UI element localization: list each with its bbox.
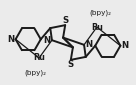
Text: N: N <box>122 41 129 50</box>
Text: S: S <box>68 61 74 69</box>
Text: N: N <box>7 35 14 44</box>
Text: N: N <box>43 36 50 45</box>
Text: S: S <box>62 16 68 24</box>
Text: (bpy)₂: (bpy)₂ <box>90 9 112 16</box>
Text: Ru: Ru <box>33 53 45 62</box>
Text: Ru: Ru <box>91 23 103 32</box>
Text: (bpy)₂: (bpy)₂ <box>24 69 46 76</box>
Text: N: N <box>86 40 93 49</box>
